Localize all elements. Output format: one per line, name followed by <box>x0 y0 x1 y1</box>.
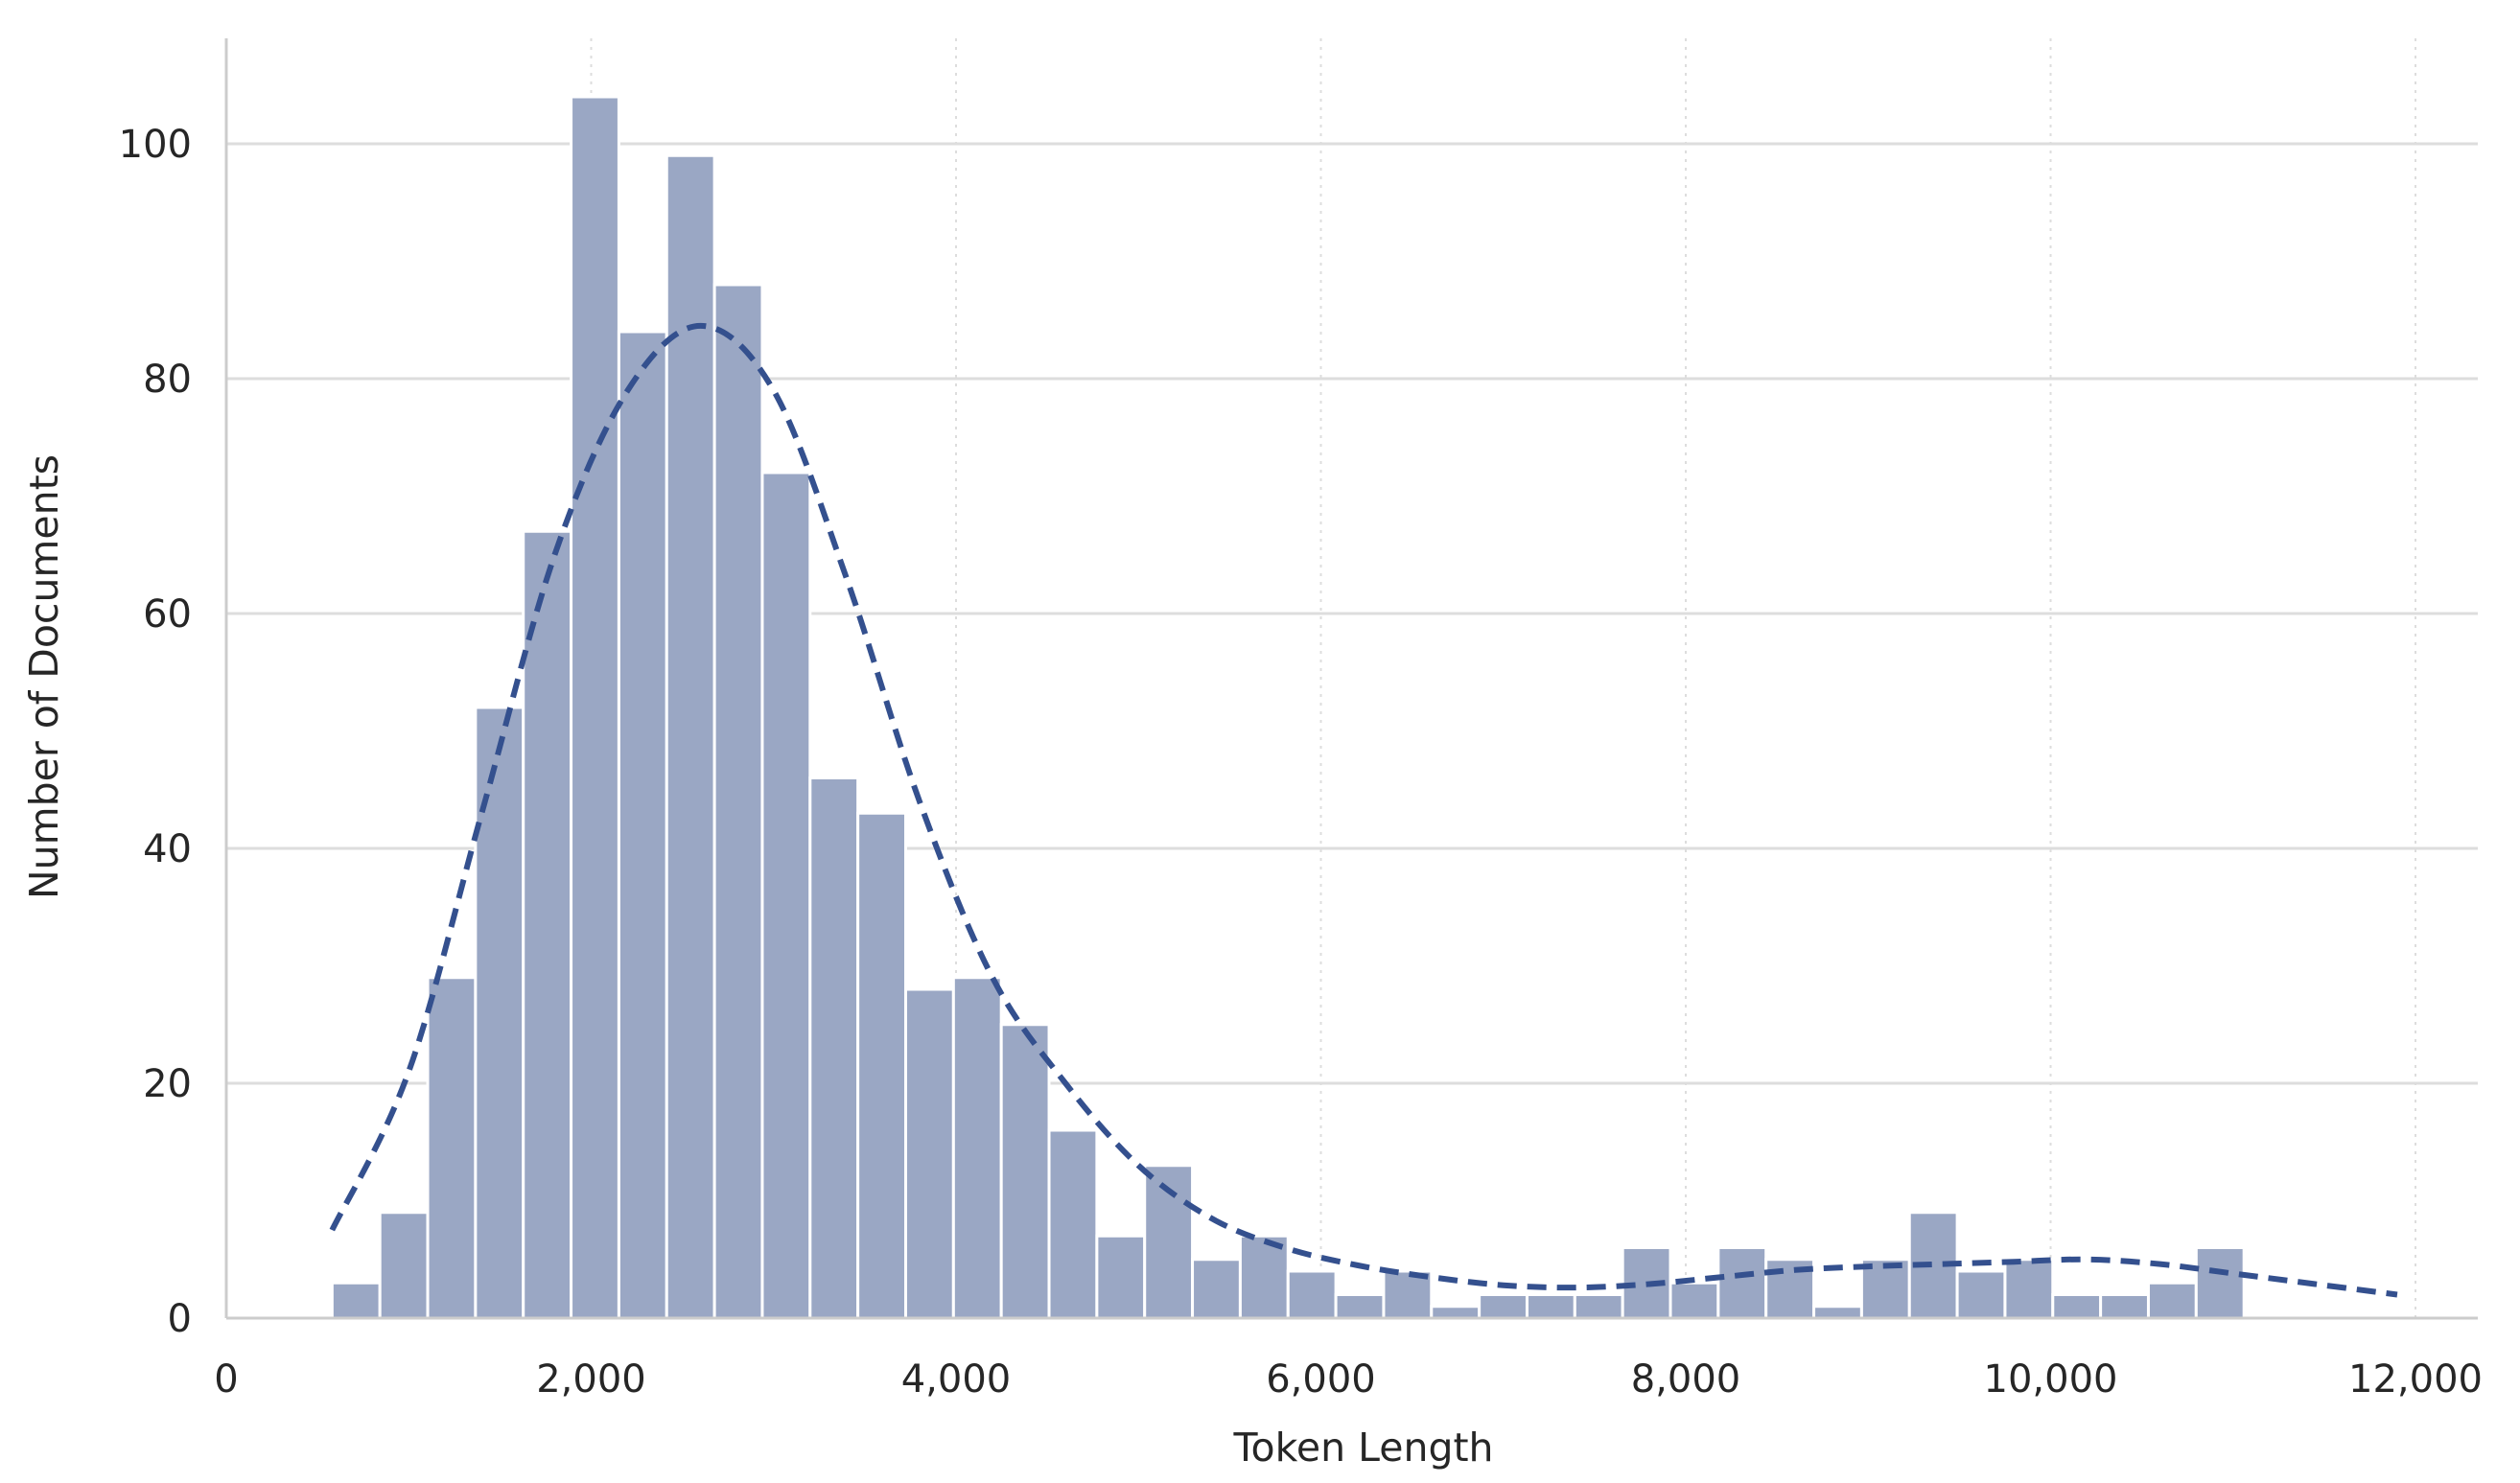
histogram-bar <box>1668 1281 1720 1320</box>
histogram-bar <box>1334 1293 1386 1320</box>
histogram-bar <box>2003 1258 2055 1320</box>
histogram-bar <box>1095 1234 1147 1320</box>
histogram-bar <box>1955 1269 2007 1320</box>
histogram-bar <box>426 976 478 1320</box>
histogram-bar <box>903 987 955 1320</box>
histogram-bar <box>1573 1293 1624 1320</box>
histogram-bar <box>665 153 716 1320</box>
x-tick-label: 0 <box>214 1357 238 1402</box>
histogram-bar <box>378 1211 430 1320</box>
histogram-bar <box>999 1023 1051 1320</box>
histogram-bar <box>474 706 525 1320</box>
histogram-bar <box>2099 1293 2150 1320</box>
histogram-bar <box>2146 1281 2198 1320</box>
histogram-bar <box>760 471 812 1320</box>
histogram-bar <box>617 330 668 1320</box>
histogram-bar <box>1286 1269 1338 1320</box>
histogram-bar <box>1047 1128 1099 1320</box>
bar-layer <box>330 95 2246 1320</box>
kde-curve <box>329 322 2398 1298</box>
histogram-bar <box>1812 1305 1863 1320</box>
axis-layer: 0 2,000 4,000 6,000 8,000 10,000 12,000 0 20 40 60… <box>119 38 2483 1402</box>
histogram-bar <box>2194 1246 2246 1320</box>
x-tick-label: 10,000 <box>1984 1357 2118 1402</box>
x-tick-label: 2,000 <box>536 1357 646 1402</box>
x-tick-label: 8,000 <box>1631 1357 1741 1402</box>
kde-layer <box>329 322 2398 1298</box>
histogram-bar <box>1716 1246 1768 1320</box>
histogram-bar <box>951 976 1003 1320</box>
histogram-bar <box>1525 1293 1576 1320</box>
x-axis-title: Token Length <box>1232 1425 1493 1471</box>
histogram-bar <box>808 776 860 1320</box>
y-tick-label: 40 <box>143 827 192 871</box>
x-tick-label: 6,000 <box>1266 1357 1376 1402</box>
histogram-bar <box>522 529 573 1320</box>
y-tick-label: 60 <box>143 592 192 637</box>
histogram-bar <box>712 283 764 1320</box>
y-tick-label: 80 <box>143 358 192 402</box>
x-tick-label: 4,000 <box>901 1357 1012 1402</box>
histogram-bar <box>1430 1305 1482 1320</box>
histogram-bar <box>1478 1293 1528 1320</box>
histogram-bar <box>330 1281 382 1320</box>
histogram-bar <box>856 811 907 1320</box>
histogram-bar <box>570 95 620 1320</box>
histogram-bar <box>2051 1293 2103 1320</box>
y-tick-label: 100 <box>119 123 192 167</box>
y-tick-label: 0 <box>168 1297 192 1341</box>
x-tick-label: 12,000 <box>2348 1357 2483 1402</box>
y-axis-title: Number of Documents <box>21 454 67 899</box>
histogram-bar <box>1191 1258 1242 1320</box>
y-tick-label: 20 <box>143 1062 192 1106</box>
